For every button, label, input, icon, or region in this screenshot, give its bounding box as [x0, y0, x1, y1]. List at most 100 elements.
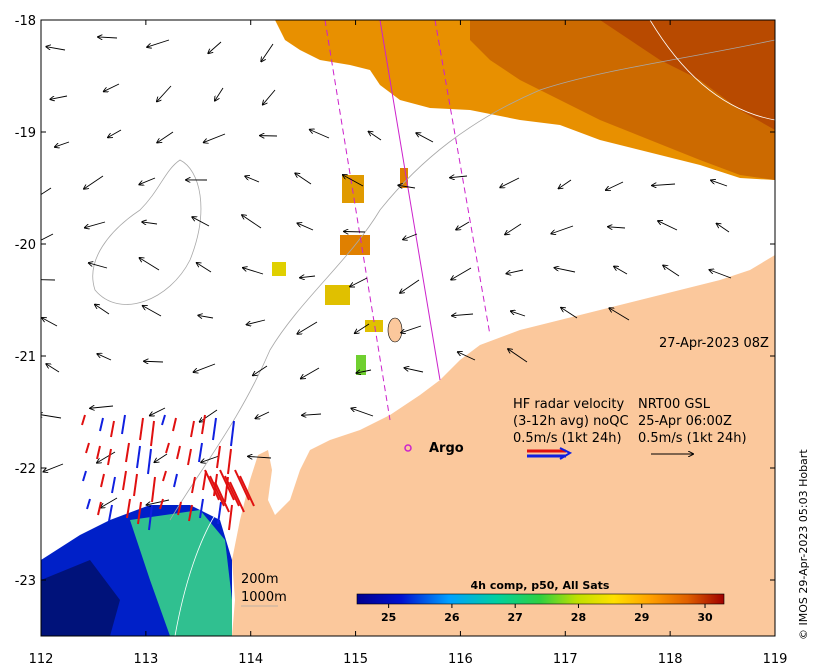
current-vector	[55, 141, 70, 147]
lat-tick-label: -19	[15, 126, 36, 141]
radar-vector	[126, 498, 131, 519]
current-vector	[711, 180, 728, 187]
track-center	[379, 20, 441, 381]
current-vector	[157, 131, 174, 143]
current-vector	[204, 133, 226, 142]
current-vector	[369, 132, 382, 141]
current-vector	[147, 499, 170, 505]
colorbar-tick-label: 29	[634, 611, 649, 624]
current-vector	[97, 354, 112, 361]
current-vector	[201, 455, 220, 462]
radar-vector	[137, 501, 142, 525]
radar-vector	[176, 445, 181, 460]
sst-field-southwest-warm	[130, 510, 232, 636]
current-vector	[98, 37, 118, 38]
current-vector	[709, 270, 732, 279]
depth-label-200m: 200m	[241, 572, 278, 587]
current-vector	[511, 311, 526, 317]
current-vector	[247, 319, 266, 325]
current-vector	[198, 315, 214, 318]
radar-vector	[96, 445, 101, 460]
radar-vector	[173, 473, 178, 488]
radar-vector	[85, 442, 90, 454]
radar-vector	[219, 469, 235, 501]
radar-vector	[234, 469, 250, 501]
lon-tick-label: 115	[343, 652, 368, 667]
radar-vector	[177, 501, 182, 516]
radar-vector	[191, 476, 196, 494]
current-vector	[401, 325, 422, 333]
colorbar-tick-label: 27	[508, 611, 523, 624]
lat-tick-label: -23	[15, 574, 36, 589]
current-vector	[150, 407, 166, 416]
radar-vector	[224, 475, 240, 507]
sst-patch	[272, 262, 286, 276]
current-vector	[42, 318, 58, 327]
argo-float-marker	[404, 444, 412, 452]
lon-tick-label: 116	[448, 652, 473, 667]
colorbar-title: 4h comp, p50, All Sats	[471, 579, 610, 592]
current-vector	[717, 224, 730, 233]
hf-radar-vectors	[81, 414, 255, 531]
current-vector	[404, 368, 424, 373]
current-vector	[451, 267, 472, 280]
current-vector	[452, 314, 474, 316]
current-vector	[302, 414, 322, 415]
current-vector	[297, 223, 314, 231]
current-vector	[301, 367, 320, 378]
current-vector	[89, 263, 108, 269]
radar-vector	[198, 442, 203, 463]
radar-vector	[201, 414, 206, 435]
current-vector	[609, 308, 630, 321]
current-vector	[248, 456, 272, 458]
current-vector	[142, 222, 158, 224]
current-vector	[350, 277, 368, 287]
current-vector	[194, 363, 216, 372]
current-vector	[41, 233, 54, 241]
sst-field-southwest-cold	[41, 560, 120, 636]
radar-vector	[212, 417, 217, 441]
current-vector	[95, 305, 110, 315]
radar-vector	[148, 504, 153, 531]
sst-patch	[400, 168, 408, 188]
current-vector	[554, 268, 576, 273]
lon-tick-label: 112	[29, 652, 54, 667]
radar-vector	[202, 470, 207, 491]
sst-patch	[365, 320, 383, 332]
contour-line	[174, 514, 216, 636]
lat-tick-label: -18	[15, 14, 36, 29]
lon-tick-label: 118	[658, 652, 683, 667]
current-vector	[46, 364, 60, 373]
lon-tick-label: 117	[553, 652, 578, 667]
current-vector	[261, 43, 274, 61]
current-vector	[310, 130, 330, 139]
lat-tick-label: -21	[15, 350, 36, 365]
current-vector	[343, 175, 364, 187]
colorbar-tick-label: 28	[571, 611, 586, 624]
current-vector	[297, 321, 318, 334]
radar-vector	[125, 442, 130, 463]
current-vector	[245, 176, 260, 183]
current-vector	[652, 184, 676, 186]
radar-vector	[161, 414, 166, 426]
current-vector	[663, 265, 680, 277]
lon-tick-label: 114	[238, 652, 263, 667]
current-vector	[46, 47, 66, 51]
current-vector	[85, 221, 106, 228]
current-vector	[351, 408, 374, 417]
current-vector	[506, 269, 524, 274]
current-vector	[458, 352, 476, 361]
radar-vector	[162, 470, 167, 482]
colorbar-ticks: 25 26 27 28 29 30	[381, 604, 713, 624]
radar-vector	[214, 481, 230, 513]
current-vector	[139, 177, 156, 184]
current-vector	[139, 258, 160, 271]
lon-tick-label: 119	[763, 652, 788, 667]
legend-model-line1: NRT00 GSL	[638, 397, 711, 412]
current-vector	[84, 175, 104, 189]
radar-vector	[239, 475, 255, 507]
land-mainland	[232, 255, 775, 636]
current-vectors	[41, 37, 732, 508]
sst-field-north-hot	[600, 20, 775, 130]
track-dashed-west	[324, 20, 391, 421]
